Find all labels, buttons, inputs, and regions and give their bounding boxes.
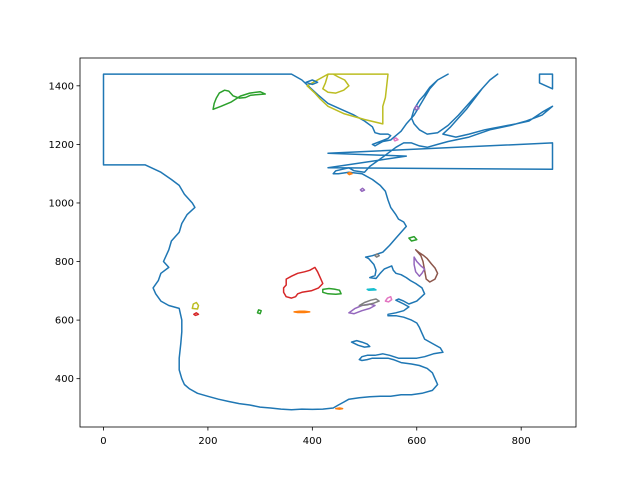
x-tick-label: 400 [303,436,322,447]
series-line-22 [393,137,399,142]
y-axis: 400 600 800 1000 1200 1400 [49,81,80,385]
series-line-24 [359,187,366,193]
series-line-12 [384,295,393,303]
series-line-0 [102,73,554,411]
series-line-21 [413,104,420,111]
series-line-1 [327,142,554,171]
series-line-7 [414,249,439,283]
series-line-19 [335,407,344,410]
y-tick-label: 600 [55,316,74,327]
series-line-25 [374,253,380,258]
series-line-13 [366,288,377,291]
plot-area [102,73,554,411]
series-line-15 [191,301,200,310]
y-tick-label: 400 [55,374,74,385]
x-tick-label: 0 [100,436,106,447]
series-line-3 [306,73,389,125]
series-line-8 [413,256,426,277]
series-line-14 [293,310,311,314]
series-line-16 [193,312,200,317]
series-line-10 [348,303,376,315]
series-line-4 [212,89,267,111]
series-line-20 [305,79,319,86]
series-line-9 [408,235,418,242]
x-tick-label: 200 [198,436,217,447]
x-axis: 0 200 400 600 800 [100,427,531,447]
y-tick-label: 1200 [49,140,74,151]
x-tick-label: 600 [407,436,426,447]
y-tick-label: 1400 [49,81,74,92]
x-tick-label: 800 [512,436,531,447]
series-line-6 [322,287,342,296]
series-line-11 [358,298,380,307]
y-tick-label: 1000 [49,198,74,209]
series-layer [102,73,554,411]
series-line-23 [347,171,353,176]
y-tick-label: 800 [55,257,74,268]
series-line-17 [256,309,262,315]
axes-frame [79,57,577,428]
series-line-5 [282,266,324,299]
series-line-18 [350,339,371,348]
series-line-2 [538,73,554,90]
